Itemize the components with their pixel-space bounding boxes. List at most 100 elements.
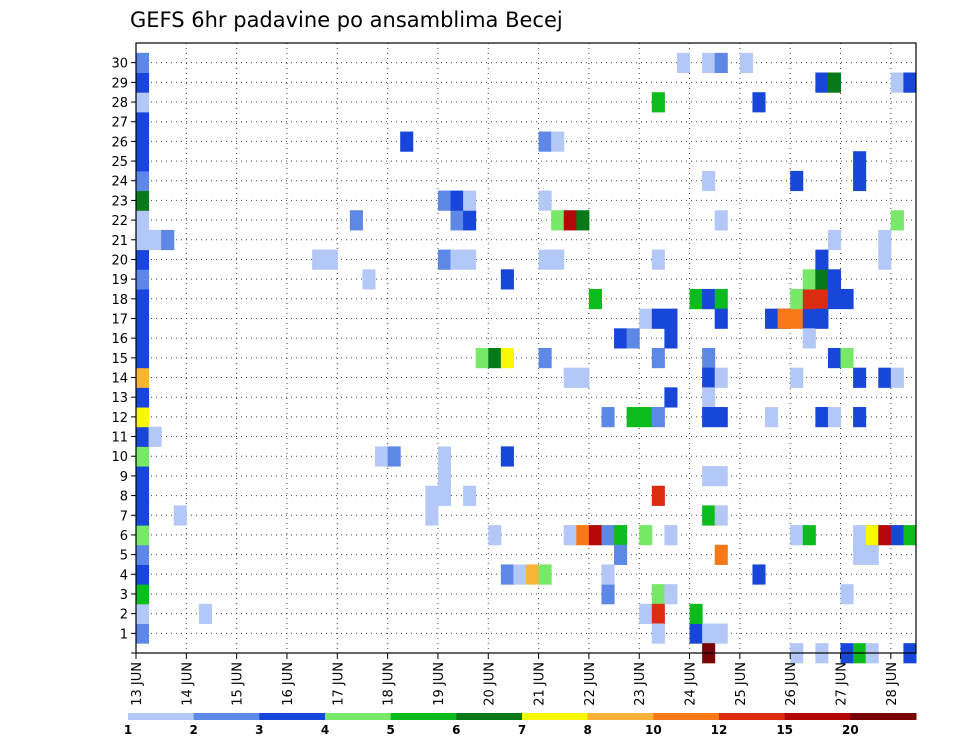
- y-tick-label: 30: [111, 57, 128, 72]
- y-tick-label: 29: [111, 76, 128, 91]
- y-tick-label: 25: [111, 155, 128, 170]
- heatmap-cell: [739, 52, 753, 74]
- heatmap-cell: [576, 210, 590, 231]
- heatmap-cell: [827, 407, 842, 428]
- heatmap-cell: [136, 131, 150, 152]
- heatmap-cell: [853, 407, 867, 428]
- heatmap-cell: [136, 190, 150, 211]
- x-axis-labels: 13 JUN 14 JUN 15 JUN 16 JUN 17 JUN 18 JUN 19 J…: [130, 662, 900, 706]
- heatmap-cell: [840, 584, 854, 605]
- heatmap-cell: [601, 584, 615, 605]
- heatmap-cell: [437, 446, 452, 467]
- heatmap-cell: [136, 229, 150, 251]
- y-tick-label: 8: [120, 490, 128, 505]
- heatmap-cell: [651, 623, 665, 644]
- y-tick-label: 20: [111, 253, 128, 268]
- heatmap-cell: [463, 249, 477, 270]
- colorbar-label: 3: [255, 723, 263, 737]
- heatmap-cell: [136, 466, 150, 487]
- heatmap-cell: [538, 564, 552, 585]
- heatmap-cell: [802, 525, 816, 546]
- y-tick-label: 18: [111, 293, 128, 308]
- heatmap-cell: [840, 348, 854, 369]
- heatmap-cell: [387, 446, 401, 467]
- heatmap-cell: [664, 584, 678, 605]
- x-tick-label: 25 JUN: [734, 662, 749, 706]
- heatmap-cell: [450, 249, 464, 270]
- heatmap-cell: [651, 407, 665, 428]
- heatmap-cell: [827, 72, 842, 93]
- y-tick-label: 6: [120, 529, 128, 544]
- heatmap-cell: [136, 544, 150, 565]
- y-tick-label: 11: [111, 431, 128, 446]
- heatmap-cell: [576, 367, 590, 388]
- x-tick-label: 21 JUN: [533, 662, 548, 706]
- heatmap-cell: [878, 229, 892, 251]
- heatmap-cell: [563, 525, 577, 546]
- heatmap-cell: [614, 544, 628, 565]
- heatmap-cell: [651, 348, 665, 369]
- heatmap-cell: [563, 367, 577, 388]
- heatmap-cell: [488, 525, 502, 546]
- heatmap-cell: [136, 584, 150, 605]
- heatmap-cell: [702, 407, 716, 428]
- heatmap-cell: [463, 190, 477, 211]
- heatmap-cell: [437, 485, 452, 506]
- heatmap-cell: [651, 92, 665, 113]
- y-tick-label: 23: [111, 194, 128, 209]
- heatmap-cell: [538, 348, 552, 369]
- heatmap-cell: [903, 72, 917, 93]
- y-tick-label: 28: [111, 96, 128, 111]
- heatmap-cell: [400, 131, 414, 152]
- heatmap-cell: [148, 229, 162, 251]
- heatmap-cell: [500, 446, 514, 467]
- colorbar-swatch: [784, 713, 851, 720]
- heatmap-cell: [437, 249, 452, 270]
- heatmap-cell: [136, 446, 150, 467]
- heatmap-cell: [853, 151, 867, 172]
- heatmap-cell: [702, 505, 716, 526]
- heatmap-cell: [349, 210, 363, 231]
- grid-lines: [136, 43, 916, 653]
- heatmap-cell: [136, 210, 150, 231]
- y-tick-label: 2: [120, 608, 128, 623]
- y-tick-label: 16: [111, 332, 128, 347]
- heatmap-cell: [324, 249, 338, 270]
- heatmap-cell: [840, 288, 854, 310]
- colorbar: 1 2 3 4 5 6 7 8 10 12 15 20: [124, 713, 917, 737]
- heatmap-cell: [827, 288, 842, 310]
- heatmap-cell: [702, 348, 716, 369]
- heatmap-cell: [815, 72, 829, 93]
- heatmap-cell: [714, 308, 728, 329]
- colorbar-swatch: [193, 713, 260, 720]
- heatmap-cell: [853, 170, 867, 192]
- heatmap-cell: [425, 505, 439, 526]
- heatmap-cell: [588, 288, 602, 310]
- y-tick-label: 27: [111, 116, 128, 131]
- heatmap-cell: [765, 308, 779, 329]
- heatmap-cell: [551, 249, 565, 270]
- heatmap-cell: [588, 525, 602, 546]
- x-tick-label: 27 JUN: [835, 662, 850, 706]
- heatmap-cell: [890, 525, 904, 546]
- heatmap-cell: [513, 564, 527, 585]
- heatmap-cell: [614, 328, 628, 349]
- heatmap-cell: [752, 92, 766, 113]
- heatmap-cell: [903, 525, 917, 546]
- heatmap-cell: [136, 308, 150, 329]
- heatmap-cell: [136, 603, 150, 624]
- x-tick-label: 26 JUN: [784, 662, 799, 706]
- y-tick-label: 14: [111, 372, 128, 387]
- colorbar-label: 20: [842, 723, 859, 737]
- heatmap-cell: [626, 328, 640, 349]
- heatmap-cell: [689, 623, 703, 644]
- y-tick-label: 9: [120, 470, 128, 485]
- colorbar-swatch: [456, 713, 523, 720]
- heatmap-cell: [136, 505, 150, 526]
- heatmap-cell: [136, 485, 150, 506]
- heatmap-cell: [136, 288, 150, 310]
- y-tick-label: 4: [120, 568, 128, 583]
- heatmap-cell: [136, 525, 150, 546]
- heatmap-cell: [375, 446, 389, 467]
